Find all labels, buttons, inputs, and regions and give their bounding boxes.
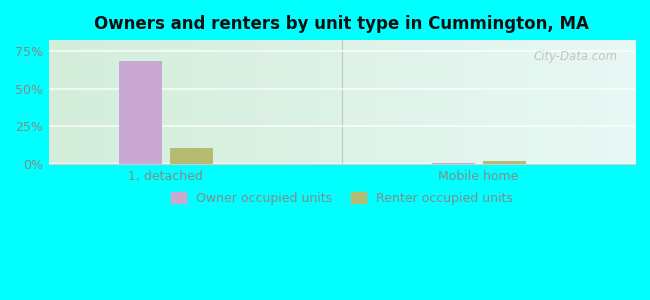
Text: City-Data.com: City-Data.com bbox=[533, 50, 618, 63]
Legend: Owner occupied units, Renter occupied units: Owner occupied units, Renter occupied un… bbox=[166, 187, 517, 210]
Bar bbox=[482, 161, 526, 164]
Bar bbox=[432, 163, 474, 164]
Bar bbox=[170, 148, 213, 164]
Title: Owners and renters by unit type in Cummington, MA: Owners and renters by unit type in Cummi… bbox=[94, 15, 589, 33]
Bar bbox=[119, 61, 162, 164]
